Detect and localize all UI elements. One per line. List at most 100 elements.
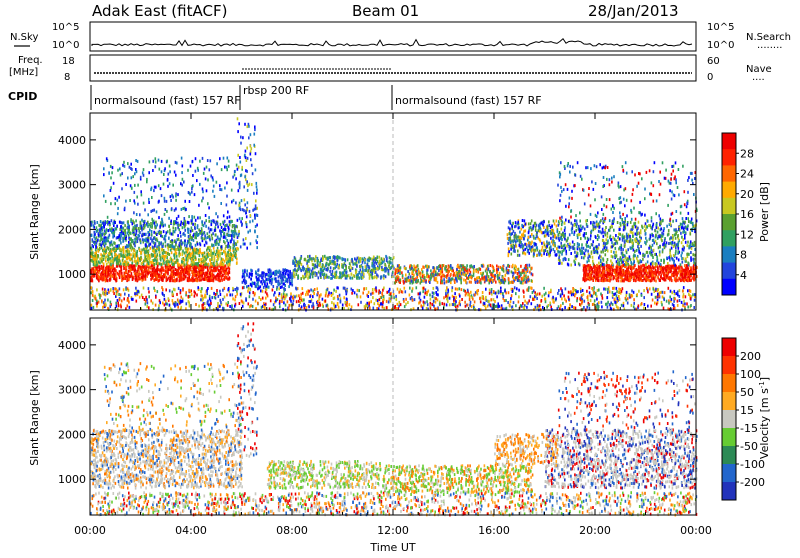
power-cell [127,162,129,165]
power-cell [165,234,167,237]
power-cell [220,223,222,226]
power-cell [143,227,145,230]
power-cell [356,277,358,280]
power-cell [584,202,586,205]
power-cell [190,165,192,168]
power-cell [607,264,609,267]
power-cell [208,279,210,282]
power-cell [614,238,616,241]
power-cell [194,233,196,236]
power-cell [177,270,179,273]
power-cell [611,181,613,184]
power-cell [583,247,585,250]
power-cell [123,161,125,164]
power-cell [161,160,163,163]
power-cell [179,263,181,266]
power-cell [219,184,221,187]
power-cell [671,173,673,176]
power-cell [310,273,312,276]
power-cell [574,224,576,227]
power-cell [647,279,649,282]
power-cell [156,253,158,256]
freq-label: Freq. [18,55,43,66]
power-cell [328,263,330,266]
power-cell [102,229,104,232]
power-cell [206,272,208,275]
power-cell [155,186,157,189]
power-cell [123,251,125,254]
power-cell [677,186,679,189]
power-cell [219,279,221,282]
power-cell [103,270,105,273]
power-cell [167,252,169,255]
power-cell [307,260,309,263]
power-cell [187,259,189,262]
power-cell [593,221,595,224]
power-cell [183,273,185,276]
power-cell [175,272,177,275]
power-cell [232,176,234,179]
power-cell [189,279,191,282]
power-cell [198,272,200,275]
power-cell [94,231,96,234]
power-cell [684,269,686,272]
power-cell [158,200,160,203]
power-cell [670,182,672,185]
power-cell [175,221,177,224]
power-cell [659,193,661,196]
power-cell [131,176,133,179]
power-cell [593,188,595,191]
power-cell [683,257,685,260]
power-cell [568,220,570,223]
power-cell [678,193,680,196]
power-cell [653,241,655,244]
power-cell [167,272,169,275]
power-cell [228,160,230,163]
power-cell [694,262,696,265]
power-cell [235,201,237,204]
power-cell [617,258,619,261]
power-cell [121,172,123,175]
power-cell [630,221,632,224]
power-cell [106,228,108,231]
power-cell [327,269,329,272]
power-cell [675,279,677,282]
power-cell [336,276,338,279]
power-cell [603,239,605,242]
power-cell [657,271,659,274]
power-cell [213,264,215,267]
power-cell [188,221,190,224]
power-cell [148,262,150,265]
power-cell [603,166,605,169]
power-cell [90,247,92,250]
power-cell [219,157,221,160]
power-cell [135,219,137,222]
power-cell [128,226,130,229]
power-cell [105,200,107,203]
power-cell [295,264,297,267]
power-cell [691,221,693,224]
power-cell [209,259,211,262]
power-cell [577,252,579,255]
power-cell [143,168,145,171]
power-cell [110,274,112,277]
power-cell [330,256,332,259]
power-cell [130,232,132,235]
power-cell [226,254,228,257]
power-cell [580,175,582,178]
power-cell [221,226,223,229]
power-cell [657,266,659,269]
freq-strip-frame [90,55,696,81]
power-cell [357,257,359,260]
power-cell [221,276,223,279]
power-cell [684,221,686,224]
power-cell [218,243,220,246]
power-cell [682,238,684,241]
power-cell [150,225,152,228]
power-cell [294,275,296,278]
power-cell [658,246,660,249]
power-cell [202,157,204,160]
power-cell [438,273,440,276]
power-cell [627,258,629,261]
power-cell [147,231,149,234]
